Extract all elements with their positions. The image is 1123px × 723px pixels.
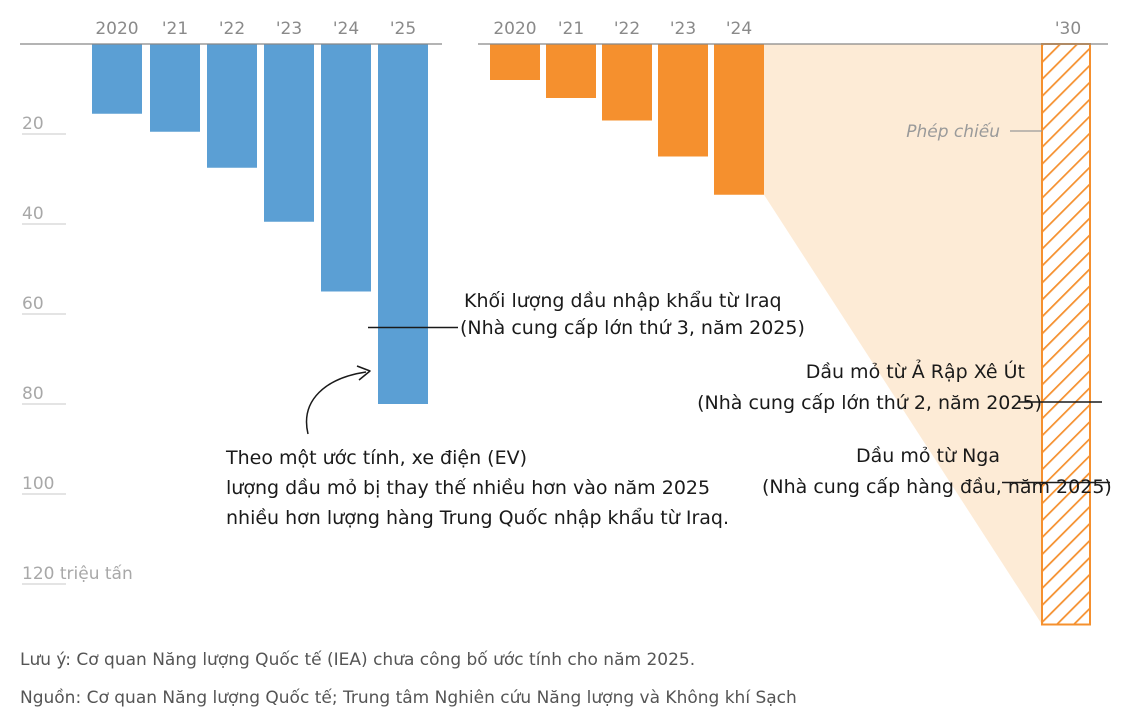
x-tick-label: '25 xyxy=(390,19,416,39)
bar-ev xyxy=(92,44,142,114)
footer-note: Lưu ý: Cơ quan Năng lượng Quốc tế (IEA) … xyxy=(20,650,696,670)
bar-iraq xyxy=(602,44,652,121)
x-tick-label: '23 xyxy=(276,19,302,39)
x-tick-label: '23 xyxy=(670,19,696,39)
annotation-iraq: (Nhà cung cấp lớn thứ 3, năm 2025) xyxy=(460,317,805,339)
bar-ev xyxy=(321,44,371,292)
annotation-ev: Theo một ước tính, xe điện (EV) xyxy=(225,447,527,469)
annotation-iraq: Khối lượng dầu nhập khẩu từ Iraq xyxy=(464,290,782,312)
bar-ev xyxy=(264,44,314,222)
x-tick-label: 2020 xyxy=(493,19,536,39)
y-tick-label: 40 xyxy=(22,204,44,224)
bar-ev xyxy=(378,44,428,404)
annotation-russia: Dầu mỏ từ Nga xyxy=(856,445,1000,467)
y-tick-label: 120 triệu tấn xyxy=(22,563,133,584)
projection-shade xyxy=(764,44,1042,625)
annotation-ev: nhiều hơn lượng hàng Trung Quốc nhập khẩ… xyxy=(226,507,729,529)
annotation-saudi: (Nhà cung cấp lớn thứ 2, năm 2025) xyxy=(697,392,1042,414)
annotation-ev: lượng dầu mỏ bị thay thế nhiều hơn vào n… xyxy=(226,477,710,499)
bar-iraq xyxy=(490,44,540,80)
y-tick-label: 20 xyxy=(22,114,44,134)
x-tick-label: '22 xyxy=(614,19,640,39)
bar-iraq xyxy=(714,44,764,195)
annotation-russia: (Nhà cung cấp hàng đầu, năm 2025) xyxy=(762,476,1112,498)
projection-label: Phép chiếu xyxy=(906,121,1000,142)
arrowhead-ev xyxy=(356,365,371,381)
y-tick-label: 60 xyxy=(22,294,44,314)
bar-iraq xyxy=(546,44,596,98)
bar-iraq xyxy=(658,44,708,157)
x-tick-label: '22 xyxy=(219,19,245,39)
footer-source: Nguồn: Cơ quan Năng lượng Quốc tế; Trung… xyxy=(20,688,797,708)
x-tick-label: '21 xyxy=(162,19,188,39)
y-tick-label: 80 xyxy=(22,384,44,404)
x-tick-label: 2020 xyxy=(95,19,138,39)
y-tick-label: 100 xyxy=(22,474,54,494)
x-tick-label: '24 xyxy=(726,19,752,39)
x-tick-label: '21 xyxy=(558,19,584,39)
annotation-saudi: Dầu mỏ từ Ả Rập Xê Út xyxy=(806,358,1025,383)
x-tick-label: '30 xyxy=(1055,19,1081,39)
arrow-ev xyxy=(305,371,367,435)
bar-ev xyxy=(207,44,257,168)
x-tick-label: '24 xyxy=(333,19,359,39)
bar-projection xyxy=(1041,43,1091,626)
bar-ev xyxy=(150,44,200,132)
